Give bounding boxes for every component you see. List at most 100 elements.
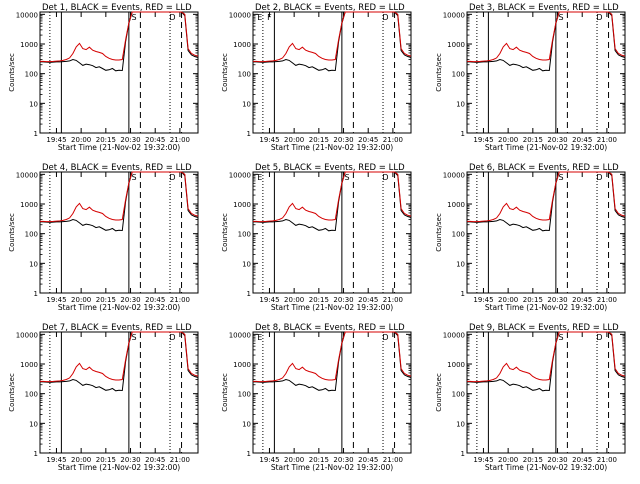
y-tick-label: 10 xyxy=(29,260,38,268)
y-tick-label: 100 xyxy=(25,231,38,239)
panel-det-4: Det 4, BLACK = Events, RED = LLD 1 10 100 10… xyxy=(8,163,199,312)
x-tick-label: 19:45 xyxy=(259,456,279,464)
y-axis-label: Counts/sec xyxy=(435,213,443,252)
y-tick-label: 1000 xyxy=(447,201,465,209)
x-tick-label: 20:15 xyxy=(96,136,116,144)
y-tick-label: 1 xyxy=(461,130,465,138)
y-tick-label: 10000 xyxy=(443,11,465,19)
x-tick-label: 20:30 xyxy=(120,136,140,144)
x-tick-label: 20:30 xyxy=(547,136,567,144)
marker-label: D xyxy=(596,173,602,182)
y-tick-label: 1 xyxy=(461,450,465,458)
marker-label: S xyxy=(132,173,137,182)
x-tick-label: 20:00 xyxy=(498,456,518,464)
x-tick-label: 20:00 xyxy=(284,456,304,464)
x-tick-label: 20:15 xyxy=(523,456,543,464)
panel-det-2: Det 2, BLACK = Events, RED = LLD 1 10 100 10… xyxy=(221,3,412,152)
y-tick-label: 1000 xyxy=(20,41,38,49)
series-lld-line xyxy=(253,171,412,223)
marker-label: D xyxy=(382,13,388,22)
y-tick-label: 100 xyxy=(25,391,38,399)
y-tick-label: 10 xyxy=(242,260,251,268)
marker-label: E xyxy=(257,173,262,182)
y-tick-label: 1 xyxy=(247,290,251,298)
x-tick-label: 20:45 xyxy=(358,296,378,304)
y-tick-label: 1 xyxy=(247,130,251,138)
x-axis-label: Start Time (21-Nov-02 19:32:00) xyxy=(485,463,607,472)
series-lld-line xyxy=(467,171,626,223)
x-tick-label: 20:15 xyxy=(309,296,329,304)
x-tick-label: 20:30 xyxy=(547,296,567,304)
x-tick-label: 20:15 xyxy=(523,136,543,144)
marker-label: S xyxy=(559,333,564,342)
panel-title: Det 3, BLACK = Events, RED = LLD xyxy=(469,3,619,13)
x-tick-label: 20:00 xyxy=(284,136,304,144)
y-tick-label: 100 xyxy=(25,71,38,79)
y-tick-label: 100 xyxy=(452,231,465,239)
x-axis-label: Start Time (21-Nov-02 19:32:00) xyxy=(485,143,607,152)
x-tick-label: 20:45 xyxy=(572,456,592,464)
marker-label: D xyxy=(169,333,175,342)
x-tick-label: 20:45 xyxy=(145,456,165,464)
y-tick-label: 10 xyxy=(456,420,465,428)
plot-frame xyxy=(39,171,199,294)
marker-label: D xyxy=(596,333,602,342)
y-tick-label: 10000 xyxy=(16,11,38,19)
panel-det-5: Det 5, BLACK = Events, RED = LLD 1 10 100 10… xyxy=(221,163,412,312)
x-tick-label: 20:00 xyxy=(498,136,518,144)
y-tick-label: 10 xyxy=(242,100,251,108)
x-tick-label: 21:00 xyxy=(597,296,617,304)
y-tick-label: 100 xyxy=(238,71,251,79)
panel-title: Det 2, BLACK = Events, RED = LLD xyxy=(255,3,405,13)
marker-label: S xyxy=(345,173,350,182)
x-tick-label: 21:00 xyxy=(383,296,403,304)
y-tick-label: 10 xyxy=(456,260,465,268)
panel-title: Det 4, BLACK = Events, RED = LLD xyxy=(42,163,192,173)
x-tick-label: 20:00 xyxy=(498,296,518,304)
x-tick-label: 19:45 xyxy=(46,456,66,464)
x-tick-label: 20:15 xyxy=(523,296,543,304)
x-tick-label: 20:15 xyxy=(309,136,329,144)
panel-det-8: Det 8, BLACK = Events, RED = LLD 1 10 100 10… xyxy=(221,323,412,472)
series-lld-line xyxy=(40,331,199,383)
series-lld-line xyxy=(40,171,199,223)
x-tick-label: 21:00 xyxy=(383,136,403,144)
series-lld-line xyxy=(40,11,199,63)
marker-label: E xyxy=(257,333,262,342)
x-tick-label: 20:15 xyxy=(96,296,116,304)
x-tick-label: 19:45 xyxy=(259,136,279,144)
x-tick-label: 20:45 xyxy=(358,136,378,144)
y-tick-label: 10000 xyxy=(229,11,251,19)
y-tick-label: 1000 xyxy=(233,41,251,49)
panel-det-6: Det 6, BLACK = Events, RED = LLD 1 10 100 10… xyxy=(435,163,626,312)
panel-title: Det 9, BLACK = Events, RED = LLD xyxy=(469,323,619,333)
panel-det-9: Det 9, BLACK = Events, RED = LLD 1 10 100 10… xyxy=(435,323,626,472)
x-tick-label: 20:30 xyxy=(333,296,353,304)
panel-title: Det 1, BLACK = Events, RED = LLD xyxy=(42,3,192,13)
x-tick-label: 21:00 xyxy=(170,456,190,464)
series-lld-line xyxy=(253,331,412,383)
x-tick-label: 20:00 xyxy=(284,296,304,304)
marker-label: D xyxy=(382,173,388,182)
y-tick-label: 1000 xyxy=(233,201,251,209)
marker-label: D xyxy=(382,333,388,342)
y-tick-label: 1000 xyxy=(20,361,38,369)
plot-frame xyxy=(466,171,626,294)
y-tick-label: 10000 xyxy=(443,331,465,339)
x-axis-label: Start Time (21-Nov-02 19:32:00) xyxy=(271,463,393,472)
x-axis-label: Start Time (21-Nov-02 19:32:00) xyxy=(485,303,607,312)
x-axis-label: Start Time (21-Nov-02 19:32:00) xyxy=(58,143,180,152)
x-tick-label: 21:00 xyxy=(170,136,190,144)
plot-frame xyxy=(466,11,626,134)
marker-label: E xyxy=(257,13,262,22)
x-tick-label: 20:00 xyxy=(71,296,91,304)
x-tick-label: 20:45 xyxy=(358,456,378,464)
y-tick-label: 10 xyxy=(29,420,38,428)
y-axis-label: Counts/sec xyxy=(435,373,443,412)
plot-frame xyxy=(252,331,412,454)
y-tick-label: 100 xyxy=(452,391,465,399)
plot-frame xyxy=(39,11,199,134)
y-axis-label: Counts/sec xyxy=(8,373,16,412)
